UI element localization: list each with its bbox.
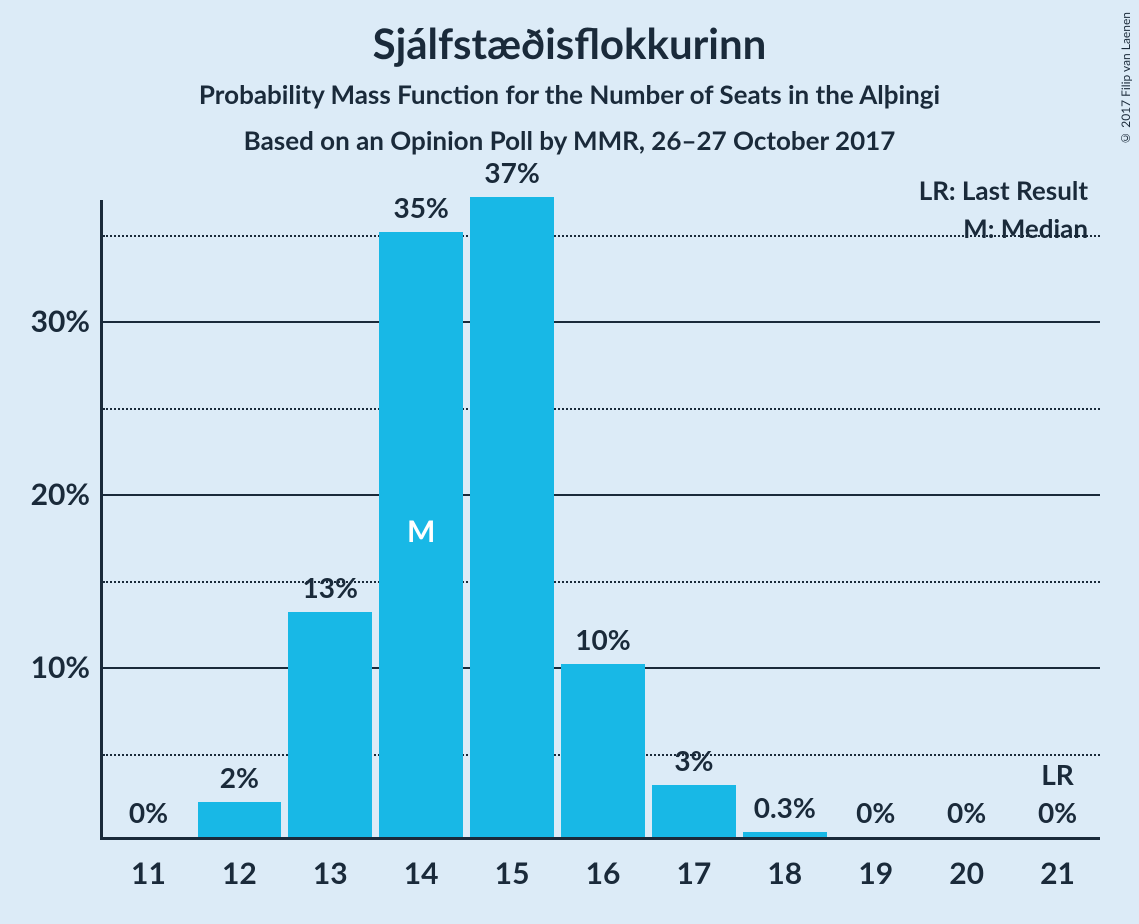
grid-major (103, 494, 1100, 496)
bar-value-label: 0% (1038, 795, 1077, 829)
bar (561, 664, 645, 837)
chart-plot-area: LR: Last Result M: Median 10%20%30%0%112… (100, 200, 1100, 840)
bar-value-label: 35% (393, 190, 448, 224)
x-axis-label: 18 (767, 855, 802, 891)
x-axis-label: 19 (858, 855, 893, 891)
chart-container: Sjálfstæðisflokkurinn Probability Mass F… (0, 0, 1139, 924)
grid-minor (103, 235, 1100, 237)
x-axis-label: 12 (222, 855, 257, 891)
bar-value-label: 3% (674, 743, 713, 777)
x-axis-label: 11 (131, 855, 166, 891)
chart-subtitle-1: Probability Mass Function for the Number… (0, 78, 1139, 110)
bar (743, 832, 827, 837)
bar-value-label: 0.3% (754, 790, 816, 824)
x-axis-label: 17 (677, 855, 712, 891)
bar-value-label: 10% (575, 622, 630, 656)
bar-value-label: 37% (484, 155, 539, 189)
bar-value-label: 2% (220, 760, 259, 794)
x-axis-label: 21 (1040, 855, 1075, 891)
grid-major (103, 321, 1100, 323)
x-axis-label: 16 (586, 855, 621, 891)
median-marker: M (407, 513, 435, 549)
x-axis-label: 13 (313, 855, 348, 891)
grid-minor (103, 581, 1100, 583)
lr-marker: LR (1041, 757, 1074, 791)
bar (198, 802, 282, 837)
bar (652, 785, 736, 837)
bar-value-label: 13% (303, 570, 358, 604)
bar (288, 612, 372, 837)
bar-value-label: 0% (856, 795, 895, 829)
copyright-text: © 2017 Filip van Laenen (1118, 12, 1133, 146)
x-axis-label: 20 (949, 855, 984, 891)
bar-value-label: 0% (947, 795, 986, 829)
chart-title: Sjálfstæðisflokkurinn (0, 0, 1139, 68)
plot-region: 10%20%30%0%112%1213%1335%M1437%1510%163%… (100, 200, 1100, 840)
bar (470, 197, 554, 837)
y-axis-label: 20% (31, 476, 90, 512)
bar-value-label: 0% (129, 795, 168, 829)
y-axis-label: 10% (31, 649, 90, 685)
x-axis-label: 14 (404, 855, 439, 891)
x-axis-label: 15 (495, 855, 530, 891)
y-axis-label: 30% (31, 303, 90, 339)
grid-minor (103, 408, 1100, 410)
chart-subtitle-2: Based on an Opinion Poll by MMR, 26–27 O… (0, 124, 1139, 156)
